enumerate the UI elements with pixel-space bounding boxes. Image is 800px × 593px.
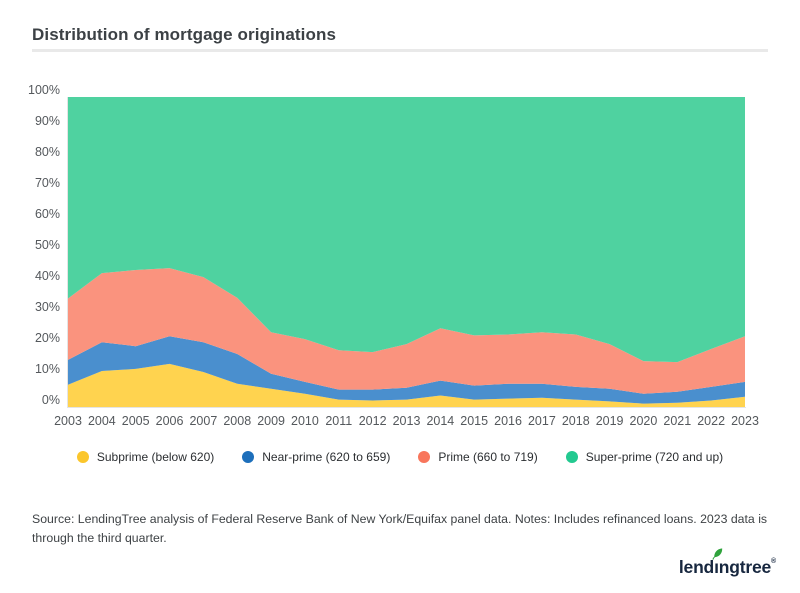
x-axis-tick-label: 2019: [595, 414, 624, 428]
x-axis-tick-label: 2020: [629, 414, 658, 428]
y-axis-tick-label: 10%: [34, 362, 60, 376]
logo-letter-i: ı: [712, 548, 723, 578]
legend-dot-subprime: [76, 451, 89, 463]
legend-item-subprime: Subprime (below 620): [76, 450, 215, 464]
x-axis-tick-label: 2012: [358, 414, 387, 428]
x-axis-tick-label: 2004: [87, 414, 116, 428]
y-axis-tick-label: 60%: [34, 207, 60, 221]
legend-dot-prime: [418, 451, 431, 463]
x-axis-tick-label: 2008: [223, 414, 252, 428]
logo-text-start: lend: [678, 557, 715, 577]
title-divider: [32, 49, 768, 52]
y-axis-tick-label: 80%: [34, 145, 60, 159]
logo-text-end: ngtree: [718, 557, 772, 577]
x-axis-tick-label: 2009: [257, 414, 285, 428]
x-axis-tick-label: 2005: [121, 414, 150, 428]
x-axis-tick-label: 2016: [494, 414, 522, 428]
legend-label-near-prime: Near-prime (620 to 659): [262, 450, 391, 464]
y-axis-tick-label: 30%: [34, 300, 60, 314]
x-axis-tick-label: 2011: [325, 414, 353, 428]
legend-dot-super-prime: [565, 451, 578, 463]
legend-item-super-prime: Super-prime (720 and up): [565, 450, 724, 464]
x-axis-tick-label: 2021: [663, 414, 692, 428]
legend-label-subprime: Subprime (below 620): [96, 450, 215, 464]
y-axis-tick-label: 100%: [28, 83, 60, 97]
x-axis-tick-label: 2006: [155, 414, 184, 428]
chart-legend: Subprime (below 620) Near-prime (620 to 6…: [0, 450, 800, 464]
x-axis-tick-label: 2003: [54, 414, 82, 428]
y-axis-tick-label: 0%: [41, 393, 60, 407]
y-axis-tick-label: 40%: [34, 269, 60, 283]
x-axis-tick-label: 2013: [392, 414, 421, 428]
x-axis-tick-label: 2017: [527, 414, 556, 428]
y-axis-line: [67, 97, 68, 408]
x-axis-tick-label: 2015: [460, 414, 489, 428]
y-axis-tick-label: 90%: [34, 114, 60, 128]
y-axis-tick-label: 70%: [34, 176, 60, 190]
area-prime: [68, 268, 745, 394]
registered-mark: ®: [771, 558, 776, 565]
area-subprime: [68, 363, 745, 407]
x-axis-tick-label: 2010: [291, 414, 319, 428]
x-axis-tick-label: 2022: [697, 414, 726, 428]
x-axis-tick-label: 2023: [731, 414, 759, 428]
y-axis-tick-label: 20%: [34, 331, 60, 345]
page-title: Distribution of mortgage originations: [32, 25, 337, 45]
leaf-icon: [712, 548, 723, 560]
x-axis-tick-label: 2007: [189, 414, 218, 428]
legend-label-super-prime: Super-prime (720 and up): [585, 450, 724, 464]
legend-dot-near-prime: [242, 451, 255, 463]
area-super-prime: [68, 97, 745, 363]
x-axis-tick-label: 2018: [561, 414, 590, 428]
stacked-area-plot: [68, 97, 745, 407]
legend-item-prime: Prime (660 to 719): [418, 450, 538, 464]
legend-item-near-prime: Near-prime (620 to 659): [242, 450, 390, 464]
lendingtree-logo: lendı ngtree®: [678, 548, 776, 578]
x-axis-line: [67, 407, 746, 408]
y-axis-tick-label: 50%: [34, 238, 60, 252]
source-note: Source: LendingTree analysis of Federal …: [32, 512, 768, 546]
area-near-prime: [68, 336, 745, 404]
legend-label-prime: Prime (660 to 719): [438, 450, 538, 464]
x-axis-tick-label: 2014: [426, 414, 455, 428]
